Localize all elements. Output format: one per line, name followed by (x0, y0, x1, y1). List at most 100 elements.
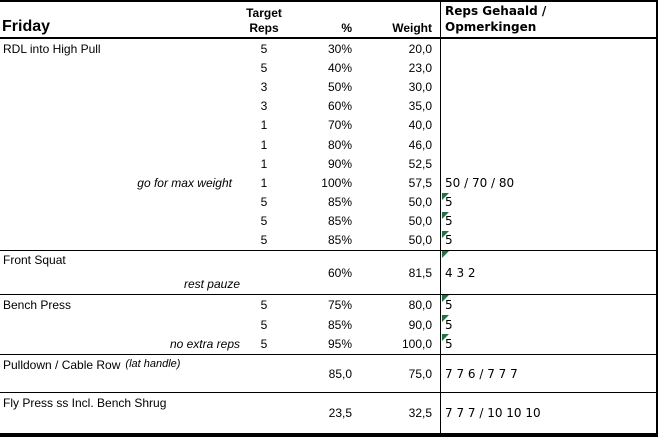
weight-cell[interactable]: 35,0 (360, 97, 440, 116)
result-cell[interactable] (440, 77, 656, 97)
target-reps-cell[interactable]: 3 (240, 97, 288, 116)
weight-cell[interactable]: 50,0 (360, 193, 440, 212)
percent-cell[interactable]: 60% (288, 97, 360, 116)
result-cell[interactable]: 50 / 70 / 80 (440, 173, 656, 193)
weight-cell[interactable]: 100,0 (360, 334, 440, 354)
result-cell[interactable]: 5 (440, 334, 656, 355)
target-reps-cell[interactable]: 5 (240, 39, 288, 58)
exercise-name-cell[interactable] (0, 315, 240, 335)
exercise-name-cell[interactable] (0, 116, 240, 135)
exercise-name-cell[interactable] (0, 193, 240, 212)
percent-cell[interactable]: 30% (288, 39, 360, 58)
exercise-name-cell[interactable] (0, 77, 240, 96)
weight-cell[interactable]: 50,0 (360, 231, 440, 250)
exercise-note-cell[interactable]: no extra reps (0, 334, 240, 354)
weight-cell[interactable]: 20,0 (360, 39, 440, 58)
percent-cell[interactable]: 70% (288, 116, 360, 135)
weight-cell[interactable]: 90,0 (360, 315, 440, 335)
target-reps-cell[interactable]: 1 (240, 173, 288, 192)
exercise-name-cell[interactable]: RDL into High Pull (0, 39, 240, 58)
percent-cell[interactable]: 85% (288, 212, 360, 231)
weight-cell[interactable]: 57,5 (360, 173, 440, 192)
percent-cell[interactable]: 85% (288, 315, 360, 335)
percent-cell[interactable]: 60% (288, 251, 360, 294)
column-header-result[interactable]: Reps Gehaald / Opmerkingen (440, 2, 656, 37)
target-reps-cell[interactable] (240, 251, 288, 294)
percent-cell[interactable]: 100% (288, 173, 360, 192)
percent-cell[interactable]: 85,0 (288, 355, 360, 392)
result-cell[interactable]: 7 7 7 / 10 10 10 (440, 393, 656, 433)
weight-cell[interactable]: 32,5 (360, 393, 440, 433)
percent-cell[interactable]: 90% (288, 154, 360, 173)
result-cell[interactable] (440, 96, 656, 116)
result-value: 7 7 6 / 7 7 7 (445, 366, 518, 381)
percent-cell[interactable]: 95% (288, 334, 360, 354)
target-reps-cell[interactable]: 1 (240, 135, 288, 154)
target-reps-cell[interactable]: 1 (240, 154, 288, 173)
exercise-name-cell[interactable]: Fly Press ss Incl. Bench Shrug (0, 393, 240, 433)
result-cell[interactable]: 5 (440, 314, 656, 335)
weight-cell[interactable]: 52,5 (360, 154, 440, 173)
target-header-line1: Target (246, 6, 282, 20)
column-header-target-reps[interactable]: Target Reps (240, 2, 288, 37)
exercise-name-cell[interactable]: Front Squat rest pauze (0, 251, 240, 294)
exercise-name-cell[interactable] (0, 154, 240, 173)
result-cell[interactable]: 7 7 6 / 7 7 7 (440, 355, 656, 392)
target-reps-cell[interactable]: 5 (240, 334, 288, 354)
target-reps-cell[interactable]: 1 (240, 116, 288, 135)
result-value: 50 / 70 / 80 (445, 175, 515, 190)
column-header-percent[interactable]: % (288, 2, 360, 37)
weight-cell[interactable]: 46,0 (360, 135, 440, 154)
column-header-weight[interactable]: Weight (360, 2, 440, 37)
exercise-name-cell[interactable] (0, 58, 240, 77)
exercise-name-cell[interactable] (0, 212, 240, 231)
target-reps-cell[interactable] (240, 393, 288, 433)
result-cell[interactable] (440, 115, 656, 135)
exercise-name-cell[interactable] (0, 97, 240, 116)
result-cell[interactable] (440, 58, 656, 78)
percent-cell[interactable]: 40% (288, 58, 360, 77)
result-cell[interactable]: 4 3 2 (440, 251, 656, 294)
result-cell[interactable] (440, 39, 656, 59)
reps-value: 3 (260, 99, 268, 114)
exercise-note-cell[interactable]: go for max weight (0, 173, 240, 192)
weight-cell[interactable]: 75,0 (360, 355, 440, 392)
weight-cell[interactable]: 30,0 (360, 77, 440, 96)
weight-cell[interactable]: 50,0 (360, 212, 440, 231)
result-cell[interactable] (440, 154, 656, 174)
percent-cell[interactable]: 50% (288, 77, 360, 96)
target-reps-cell[interactable]: 5 (240, 231, 288, 250)
exercise-name-cell[interactable] (0, 231, 240, 250)
target-reps-cell[interactable]: 3 (240, 77, 288, 96)
weight-value: 50,0 (408, 214, 432, 229)
target-reps-cell[interactable]: 5 (240, 315, 288, 335)
percent-cell[interactable]: 80% (288, 135, 360, 154)
result-header-line2: Opmerkingen (445, 20, 537, 34)
target-reps-cell[interactable]: 5 (240, 212, 288, 231)
exercise-name-cell[interactable]: Pulldown / Cable Row (lat handle) (0, 355, 240, 392)
result-cell[interactable]: 5 (440, 295, 656, 315)
target-reps-cell[interactable]: 5 (240, 58, 288, 77)
percent-cell[interactable]: 85% (288, 193, 360, 212)
weight-cell[interactable]: 80,0 (360, 295, 440, 315)
weight-cell[interactable]: 40,0 (360, 116, 440, 135)
weight-cell[interactable]: 23,0 (360, 58, 440, 77)
result-cell[interactable]: 5 (440, 230, 656, 251)
note-text: rest pauze (183, 277, 240, 291)
percent-cell[interactable]: 23,5 (288, 393, 360, 433)
exercise-name-cell[interactable] (0, 135, 240, 154)
result-cell[interactable] (440, 134, 656, 155)
target-reps-cell[interactable]: 5 (240, 295, 288, 315)
table-row: 5 85% 50,0 5 (0, 192, 656, 212)
weight-cell[interactable]: 81,5 (360, 251, 440, 294)
day-title-cell[interactable]: Friday (0, 2, 240, 37)
percent-cell[interactable]: 85% (288, 231, 360, 250)
reps-value: 5 (260, 317, 268, 332)
percent-cell[interactable]: 75% (288, 295, 360, 315)
result-cell[interactable]: 5 (440, 192, 656, 212)
target-reps-cell[interactable] (240, 355, 288, 392)
target-reps-cell[interactable]: 5 (240, 193, 288, 212)
exercise-name-cell[interactable]: Bench Press (0, 295, 240, 315)
result-cell[interactable]: 5 (440, 211, 656, 231)
